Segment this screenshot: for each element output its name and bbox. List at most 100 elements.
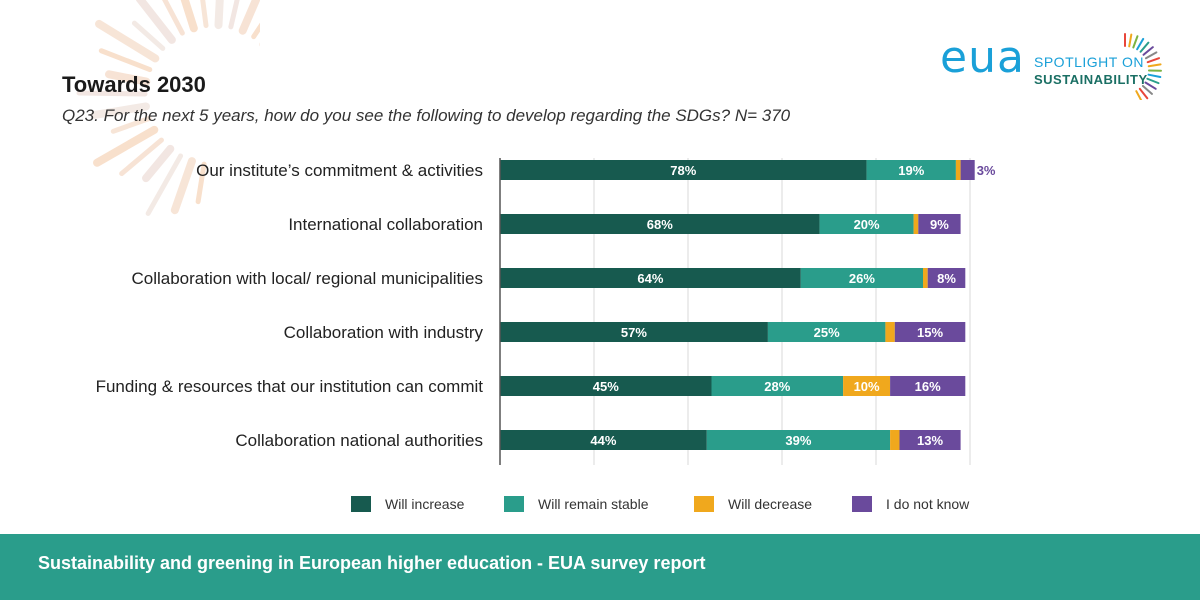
data-label: 9% bbox=[930, 217, 949, 232]
bar-segment-decrease bbox=[923, 268, 928, 288]
data-label: 19% bbox=[898, 163, 924, 178]
decorative-ray bbox=[119, 137, 164, 177]
chart-title: Towards 2030 bbox=[62, 72, 206, 97]
bar-segment-increase bbox=[500, 322, 768, 342]
logo-ray bbox=[1144, 81, 1157, 90]
legend-swatch-decrease bbox=[694, 496, 714, 512]
data-label: 26% bbox=[849, 271, 875, 286]
logo-ray bbox=[1146, 77, 1160, 85]
data-label: 3% bbox=[977, 163, 996, 178]
bar-segment-decrease bbox=[955, 160, 961, 180]
bar-segment-stable bbox=[767, 322, 886, 342]
decorative-ray bbox=[131, 20, 166, 51]
decorative-ray bbox=[142, 144, 175, 183]
bar-segment-unknown bbox=[894, 322, 966, 342]
legend-item-increase: Will increase bbox=[351, 496, 464, 512]
decorative-ray bbox=[170, 157, 196, 215]
data-label: 10% bbox=[854, 379, 880, 394]
decorative-ray bbox=[110, 116, 152, 134]
logo-arcs-icon bbox=[1124, 33, 1162, 100]
bar-segment-stable bbox=[800, 268, 923, 288]
bar-segment-increase bbox=[500, 214, 820, 234]
data-label: 45% bbox=[593, 379, 619, 394]
decorative-ray bbox=[93, 125, 159, 167]
decorative-ray bbox=[238, 0, 260, 35]
data-label: 16% bbox=[915, 379, 941, 394]
decorative-sunburst bbox=[76, 0, 260, 216]
bar-segment-stable bbox=[711, 376, 844, 396]
logo-ray bbox=[1144, 51, 1158, 60]
data-label: 64% bbox=[637, 271, 663, 286]
legend-label-increase: Will increase bbox=[385, 496, 465, 512]
logo-ray bbox=[1139, 41, 1150, 53]
bar-segment-decrease bbox=[885, 322, 895, 342]
decorative-ray bbox=[214, 0, 224, 30]
decorative-ray bbox=[95, 19, 160, 63]
decorative-ray bbox=[90, 102, 150, 119]
legend-swatch-stable bbox=[504, 496, 524, 512]
bar-segment-stable bbox=[706, 430, 891, 450]
data-label: 39% bbox=[785, 433, 811, 448]
bar-segment-unknown bbox=[890, 376, 966, 396]
bar-segment-increase bbox=[500, 430, 707, 450]
decorative-ray bbox=[180, 0, 198, 33]
data-label: 8% bbox=[937, 271, 956, 286]
decorative-ray bbox=[251, 22, 260, 40]
decorative-ray bbox=[98, 48, 153, 73]
data-label: 25% bbox=[814, 325, 840, 340]
logo-ray bbox=[1135, 90, 1143, 100]
legend-label-decrease: Will decrease bbox=[728, 496, 813, 512]
logo-ray bbox=[1147, 63, 1162, 68]
decorative-ray bbox=[76, 90, 148, 97]
legend-item-stable: Will remain stable bbox=[504, 496, 648, 512]
logo-brand: eua bbox=[940, 32, 1025, 83]
decorative-ray bbox=[228, 0, 240, 30]
data-label: 78% bbox=[670, 163, 696, 178]
logo-line1: SPOTLIGHT ON bbox=[1034, 54, 1144, 70]
logo-ray bbox=[1141, 84, 1153, 95]
decorative-ray bbox=[145, 153, 184, 216]
footer-banner: Sustainability and greening in European … bbox=[0, 534, 1200, 600]
bar-segment-unknown bbox=[927, 268, 966, 288]
category-label: Collaboration national authorities bbox=[235, 431, 483, 450]
data-label: 57% bbox=[621, 325, 647, 340]
logo-line2: SUSTAINABILITY bbox=[1034, 72, 1148, 87]
category-label: Funding & resources that our institution… bbox=[96, 377, 484, 396]
category-label: Collaboration with industry bbox=[284, 323, 484, 342]
bar-segment-unknown bbox=[960, 160, 975, 180]
bar-segment-increase bbox=[500, 268, 801, 288]
bar-segment-stable bbox=[819, 214, 914, 234]
chart-subtitle: Q23. For the next 5 years, how do you se… bbox=[62, 106, 791, 125]
bar-segment-decrease bbox=[890, 430, 900, 450]
logo-ray bbox=[1136, 37, 1145, 51]
data-label: 68% bbox=[647, 217, 673, 232]
category-label: Collaboration with local/ regional munic… bbox=[131, 269, 483, 288]
bar-segment-increase bbox=[500, 376, 712, 396]
data-label: 15% bbox=[917, 325, 943, 340]
footer-text: Sustainability and greening in European … bbox=[38, 553, 706, 573]
legend-label-unknown: I do not know bbox=[886, 496, 970, 512]
logo-ray bbox=[1128, 33, 1133, 48]
legend-swatch-unknown bbox=[852, 496, 872, 512]
bar-segment-stable bbox=[866, 160, 956, 180]
data-label: 44% bbox=[590, 433, 616, 448]
bar-segment-decrease bbox=[843, 376, 891, 396]
logo-ray bbox=[1147, 73, 1162, 79]
legend-item-decrease: Will decrease bbox=[694, 496, 812, 512]
decorative-ray bbox=[162, 0, 185, 36]
legend-label-stable: Will remain stable bbox=[538, 496, 649, 512]
legend-item-unknown: I do not know bbox=[852, 496, 969, 512]
eua-logo: eua SPOTLIGHT ON SUSTAINABILITY bbox=[940, 30, 1170, 100]
bar-segment-decrease bbox=[913, 214, 919, 234]
category-label: International collaboration bbox=[288, 215, 483, 234]
stacked-bar-chart: Our institute’s commitment & activities 7… bbox=[96, 158, 996, 465]
bar-segment-unknown bbox=[918, 214, 961, 234]
logo-ray bbox=[1132, 35, 1139, 49]
category-label: Our institute’s commitment & activities bbox=[196, 161, 483, 180]
decorative-ray bbox=[105, 70, 151, 86]
data-label: 20% bbox=[854, 217, 880, 232]
data-label: 28% bbox=[764, 379, 790, 394]
logo-ray bbox=[1142, 46, 1154, 56]
data-label: 13% bbox=[917, 433, 943, 448]
bar-segment-increase bbox=[500, 160, 867, 180]
